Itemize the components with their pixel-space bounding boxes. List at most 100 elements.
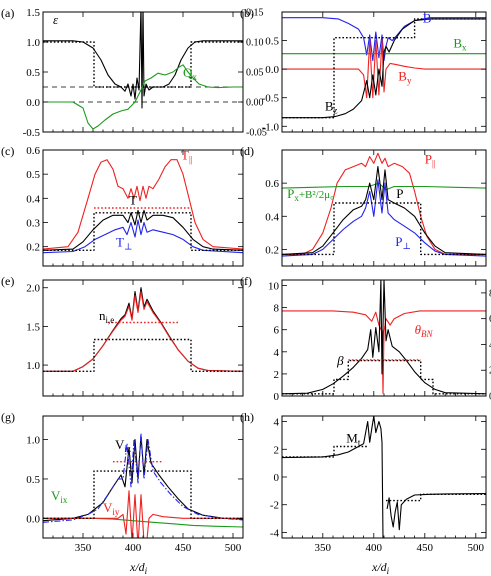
ytick-label-g-0: 0.0 <box>26 513 40 525</box>
annotation-b-2: By <box>398 69 412 86</box>
series-b-b-y <box>282 40 486 99</box>
ytick-label-h-0: -4 <box>270 527 280 539</box>
ytick-label-f-2: 4 <box>274 347 280 359</box>
xtick-label-g-350: 350 <box>75 542 92 554</box>
annotation-main: T <box>181 148 189 163</box>
series-group-g <box>43 432 243 538</box>
ytick-label-c-0: 0.2 <box>26 242 40 254</box>
ytick-label-g-1: 0.5 <box>26 474 40 486</box>
annotation-a-1: Qx <box>183 65 197 82</box>
panel-label-f: (f) <box>240 274 252 288</box>
panel-label-a: (a) <box>1 6 14 20</box>
series-b-shock-model <box>282 18 486 119</box>
ytick-label-h-2: 0 <box>274 472 280 484</box>
annotation-subscript: || <box>189 155 193 165</box>
annotation-main: B <box>423 10 432 25</box>
annotation-main: θ <box>415 322 422 337</box>
y2tick-label-f-3: 60 <box>489 314 491 325</box>
annotation-subscript: x <box>192 72 197 82</box>
panel-label-h: (h) <box>240 410 254 424</box>
ytick-label-d-0: 0.2 <box>265 244 279 256</box>
annotation-subscript: x <box>294 193 299 203</box>
panel-grid: -0.50.00.51.01.5-0.050.000.050.100.15(a)… <box>1 6 491 554</box>
annotation-c-1: T <box>129 192 137 207</box>
series-group-f <box>282 280 486 395</box>
panel-label-g: (g) <box>1 410 15 424</box>
annotation-main: T <box>129 192 137 207</box>
annotation-main: T <box>116 235 124 250</box>
annotation-subscript: iy <box>112 507 120 517</box>
annotation-d-3: Px+B²/2μ₀ <box>287 186 334 203</box>
ytick-label-a-4: 1.5 <box>26 7 40 19</box>
y2tick-label-a-0: -0.05 <box>246 128 267 139</box>
annotation-subscript: i,e <box>106 315 115 325</box>
xtick-label-h-450: 450 <box>417 542 434 554</box>
series-c-t-perp <box>43 219 243 254</box>
annotation-subscript: || <box>432 158 436 168</box>
ytick-label-f-5: 10 <box>268 281 280 293</box>
ytick-label-e-2: 2.0 <box>26 283 40 295</box>
series-g-v-iy <box>43 490 243 538</box>
annotation-subscript: ix <box>60 495 68 505</box>
annotation-d-0: P|| <box>425 151 436 168</box>
ytick-label-f-1: 2 <box>274 369 280 381</box>
ytick-label-c-3: 0.5 <box>26 169 40 181</box>
y2tick-label-f-1: 20 <box>489 366 491 377</box>
series-a-q-x <box>43 64 243 130</box>
panel-d: 0.20.40.6(d)P||PP⊥Px+B²/2μ₀ <box>240 144 487 267</box>
xtick-label-g-400: 400 <box>125 542 142 554</box>
ytick-label-h-1: -2 <box>270 500 279 512</box>
series-d-shock-model <box>282 202 486 256</box>
xtick-label-h-500: 500 <box>468 542 485 554</box>
annotation-g-2: Viy <box>103 500 120 517</box>
ytick-label-e-1: 1.5 <box>26 321 40 333</box>
panel-f: 0 2 4 6 8 10 0 20 40 60 80 (f) θBN β <box>240 274 491 403</box>
annotation-main: P <box>287 186 294 201</box>
series-group-d <box>282 152 486 257</box>
series-h-m-t-right <box>386 493 486 531</box>
annotation-subscript: t <box>358 437 361 447</box>
annotation-tail: +B²/2μ₀ <box>299 189 334 201</box>
y2tick-label-a-2: 0.05 <box>246 68 264 79</box>
xtick-label-g-450: 450 <box>175 542 192 554</box>
annotation-g-0: Viz <box>115 437 131 454</box>
annotation-subscript: ⊥ <box>402 241 410 251</box>
annotation-subscript: z <box>334 105 338 115</box>
annotation-subscript: BN <box>421 329 433 339</box>
x-axis-label-left: x/di <box>129 560 148 576</box>
ytick-label-c-4: 0.6 <box>26 145 40 157</box>
panel-a: -0.5 0.0 0.5 1.0 1.5 -0.05 0.00 0.05 0.10 0.15 (a)… <box>1 6 267 139</box>
series-g-shock-model <box>43 470 243 519</box>
ytick-label-c-1: 0.3 <box>26 218 40 230</box>
series-e-shock-model <box>43 338 243 372</box>
ytick-label-f-4: 8 <box>274 303 280 315</box>
series-d-p <box>282 166 486 255</box>
series-g-v-iz <box>43 435 243 522</box>
ytick-label-h-4: 4 <box>274 417 280 429</box>
ytick-label-b-1: -0.5 <box>262 93 280 105</box>
ytick-label-d-1: 0.4 <box>265 211 279 223</box>
annotation-c-0: T|| <box>181 148 193 165</box>
series-g-v-iz-blue <box>43 432 243 523</box>
panel-label-b: (b) <box>240 6 254 20</box>
ytick-label-a-1: 0.0 <box>26 97 40 109</box>
ytick-label-a-3: 1.0 <box>26 37 40 49</box>
annotation-e-0: ni,e <box>99 308 114 325</box>
annotation-main: B <box>325 98 334 113</box>
series-d-p-perp <box>282 179 486 257</box>
annotation-b-1: Bx <box>453 35 467 52</box>
ytick-label-h-3: 2 <box>274 444 280 456</box>
series-f-beta <box>282 280 486 395</box>
annotation-f-1: β <box>336 353 344 368</box>
series-group-b <box>282 17 486 119</box>
y2tick-label-a-1: 0.00 <box>246 98 264 109</box>
ytick-label-a-2: 0.5 <box>26 67 40 79</box>
series-a-- <box>43 12 243 109</box>
ytick-label-b-0: -1.0 <box>262 121 280 133</box>
y2tick-label-f-0: 0 <box>489 392 491 403</box>
annotation-subscript: x <box>462 42 467 52</box>
series-d-p-x-b-2-2mu0 <box>282 182 486 191</box>
series-b-b-z <box>282 18 486 119</box>
y2tick-label-a-3: 0.10 <box>246 38 264 49</box>
